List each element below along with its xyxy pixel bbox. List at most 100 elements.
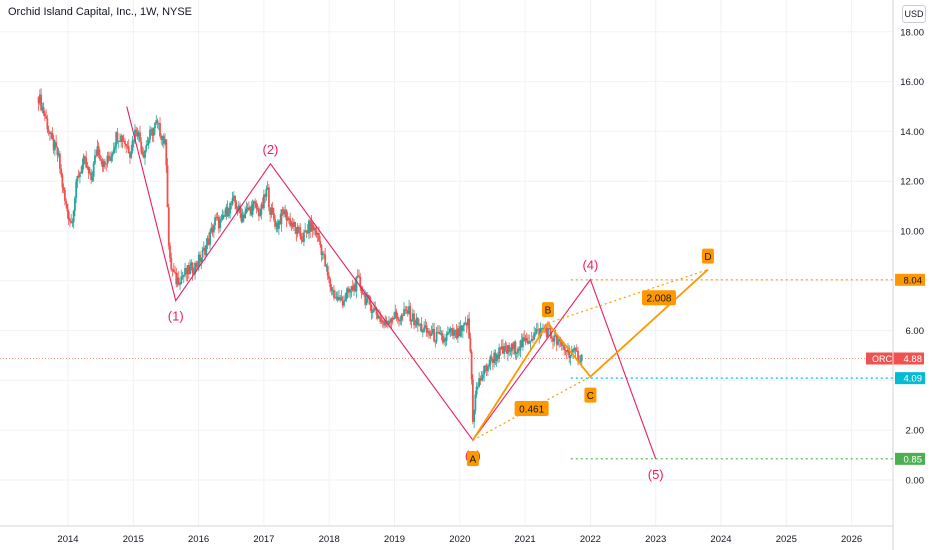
candle-body (381, 320, 384, 323)
price-tick-label: 10.00 (900, 227, 924, 238)
candle-body (299, 227, 302, 237)
candle-body (431, 328, 434, 333)
candle-body (47, 129, 50, 133)
candle-body (430, 332, 433, 336)
candle-body (264, 194, 267, 197)
candle-body (436, 331, 439, 333)
candle-body (449, 328, 452, 333)
candle-body (201, 250, 204, 258)
candle-body (424, 325, 427, 328)
candle-body (220, 218, 223, 220)
candle-body (341, 300, 344, 306)
candle-body (434, 341, 437, 343)
candle-body (410, 319, 413, 322)
candle-body (74, 198, 76, 211)
candle-body (528, 342, 531, 344)
time-tick-label: 2018 (319, 534, 340, 545)
candle-body (409, 306, 412, 322)
candle-body (539, 328, 542, 338)
candle-body (202, 247, 205, 251)
candle-body (199, 254, 201, 262)
time-tick-label: 2015 (123, 534, 144, 545)
candle-body (438, 331, 440, 334)
candle-body (251, 204, 254, 215)
candle-body (491, 359, 494, 364)
candle-body (259, 214, 262, 216)
candle-body (127, 146, 130, 154)
candle-body (393, 318, 395, 320)
candle-body (40, 94, 43, 111)
candle-body (401, 315, 404, 316)
candle-body (186, 265, 189, 275)
candle-body (184, 268, 186, 276)
candle-body (354, 284, 357, 292)
price-tick-label: 6.00 (906, 326, 925, 337)
level-tag-text: 0.85 (904, 454, 923, 465)
candle-body (485, 365, 488, 371)
currency-button[interactable]: USD (902, 5, 926, 23)
candle-body (155, 120, 158, 123)
candle-body (444, 338, 447, 341)
time-tick-label: 2025 (776, 534, 797, 545)
candle-body (48, 132, 51, 134)
candle-body (84, 156, 86, 158)
candle-body (135, 129, 138, 133)
candle-body (46, 118, 49, 130)
candle-body (510, 343, 513, 351)
harmonic-pattern-overlay: A B C D 0.461 2.008 (466, 248, 714, 467)
candle-body (101, 160, 104, 168)
candle-body (469, 338, 472, 352)
candle-body (255, 203, 258, 209)
candle-body (439, 333, 442, 334)
candle-body (267, 187, 270, 208)
candle-body (52, 138, 55, 151)
candle-body (265, 188, 268, 197)
candle-body (520, 340, 523, 348)
candle-body (489, 356, 492, 365)
elliott-wave-overlay: (1)(2)(3)(4)(5) (126, 106, 664, 482)
time-tick-label: 2017 (253, 534, 274, 545)
candle-body (58, 153, 61, 169)
candle-body (284, 209, 287, 215)
candle-body (106, 155, 109, 165)
candle-body (538, 329, 541, 338)
candle-body (318, 233, 320, 241)
candle-body (139, 132, 141, 142)
candle-body (306, 230, 309, 234)
candle-body (428, 330, 430, 335)
point-label-A: A (470, 455, 477, 466)
candle-body (376, 314, 379, 319)
price-tick-label: 12.00 (900, 177, 924, 188)
candle-body (418, 324, 420, 326)
level-tag-0.85 (895, 452, 925, 465)
candle-body (121, 135, 124, 142)
time-tick-label: 2026 (841, 534, 862, 545)
candle-body (499, 347, 502, 350)
time-tick-label: 2021 (515, 534, 536, 545)
candle-body (86, 167, 89, 168)
ratio-badge (514, 401, 549, 417)
candle-body (63, 190, 66, 201)
candle-body (349, 290, 352, 293)
ratio-label: 0.461 (519, 405, 544, 416)
candle-body (529, 340, 532, 343)
candle-body (461, 325, 464, 331)
candle-body (403, 309, 405, 316)
candle-body (568, 347, 571, 359)
candle-body (207, 238, 210, 245)
candle-body (353, 284, 355, 291)
time-tick-label: 2014 (57, 534, 78, 545)
price-tick-label: 16.00 (900, 77, 924, 88)
candle-body (504, 346, 507, 350)
candle-body (351, 286, 354, 291)
candle-body (145, 145, 148, 151)
candle-body (440, 333, 443, 336)
candle-body (481, 374, 484, 379)
candle-body (464, 322, 467, 324)
candle-body (545, 327, 548, 337)
candle-body (560, 341, 563, 346)
candle-body (90, 172, 93, 181)
candle-body (399, 319, 402, 322)
candle-body (41, 107, 44, 111)
